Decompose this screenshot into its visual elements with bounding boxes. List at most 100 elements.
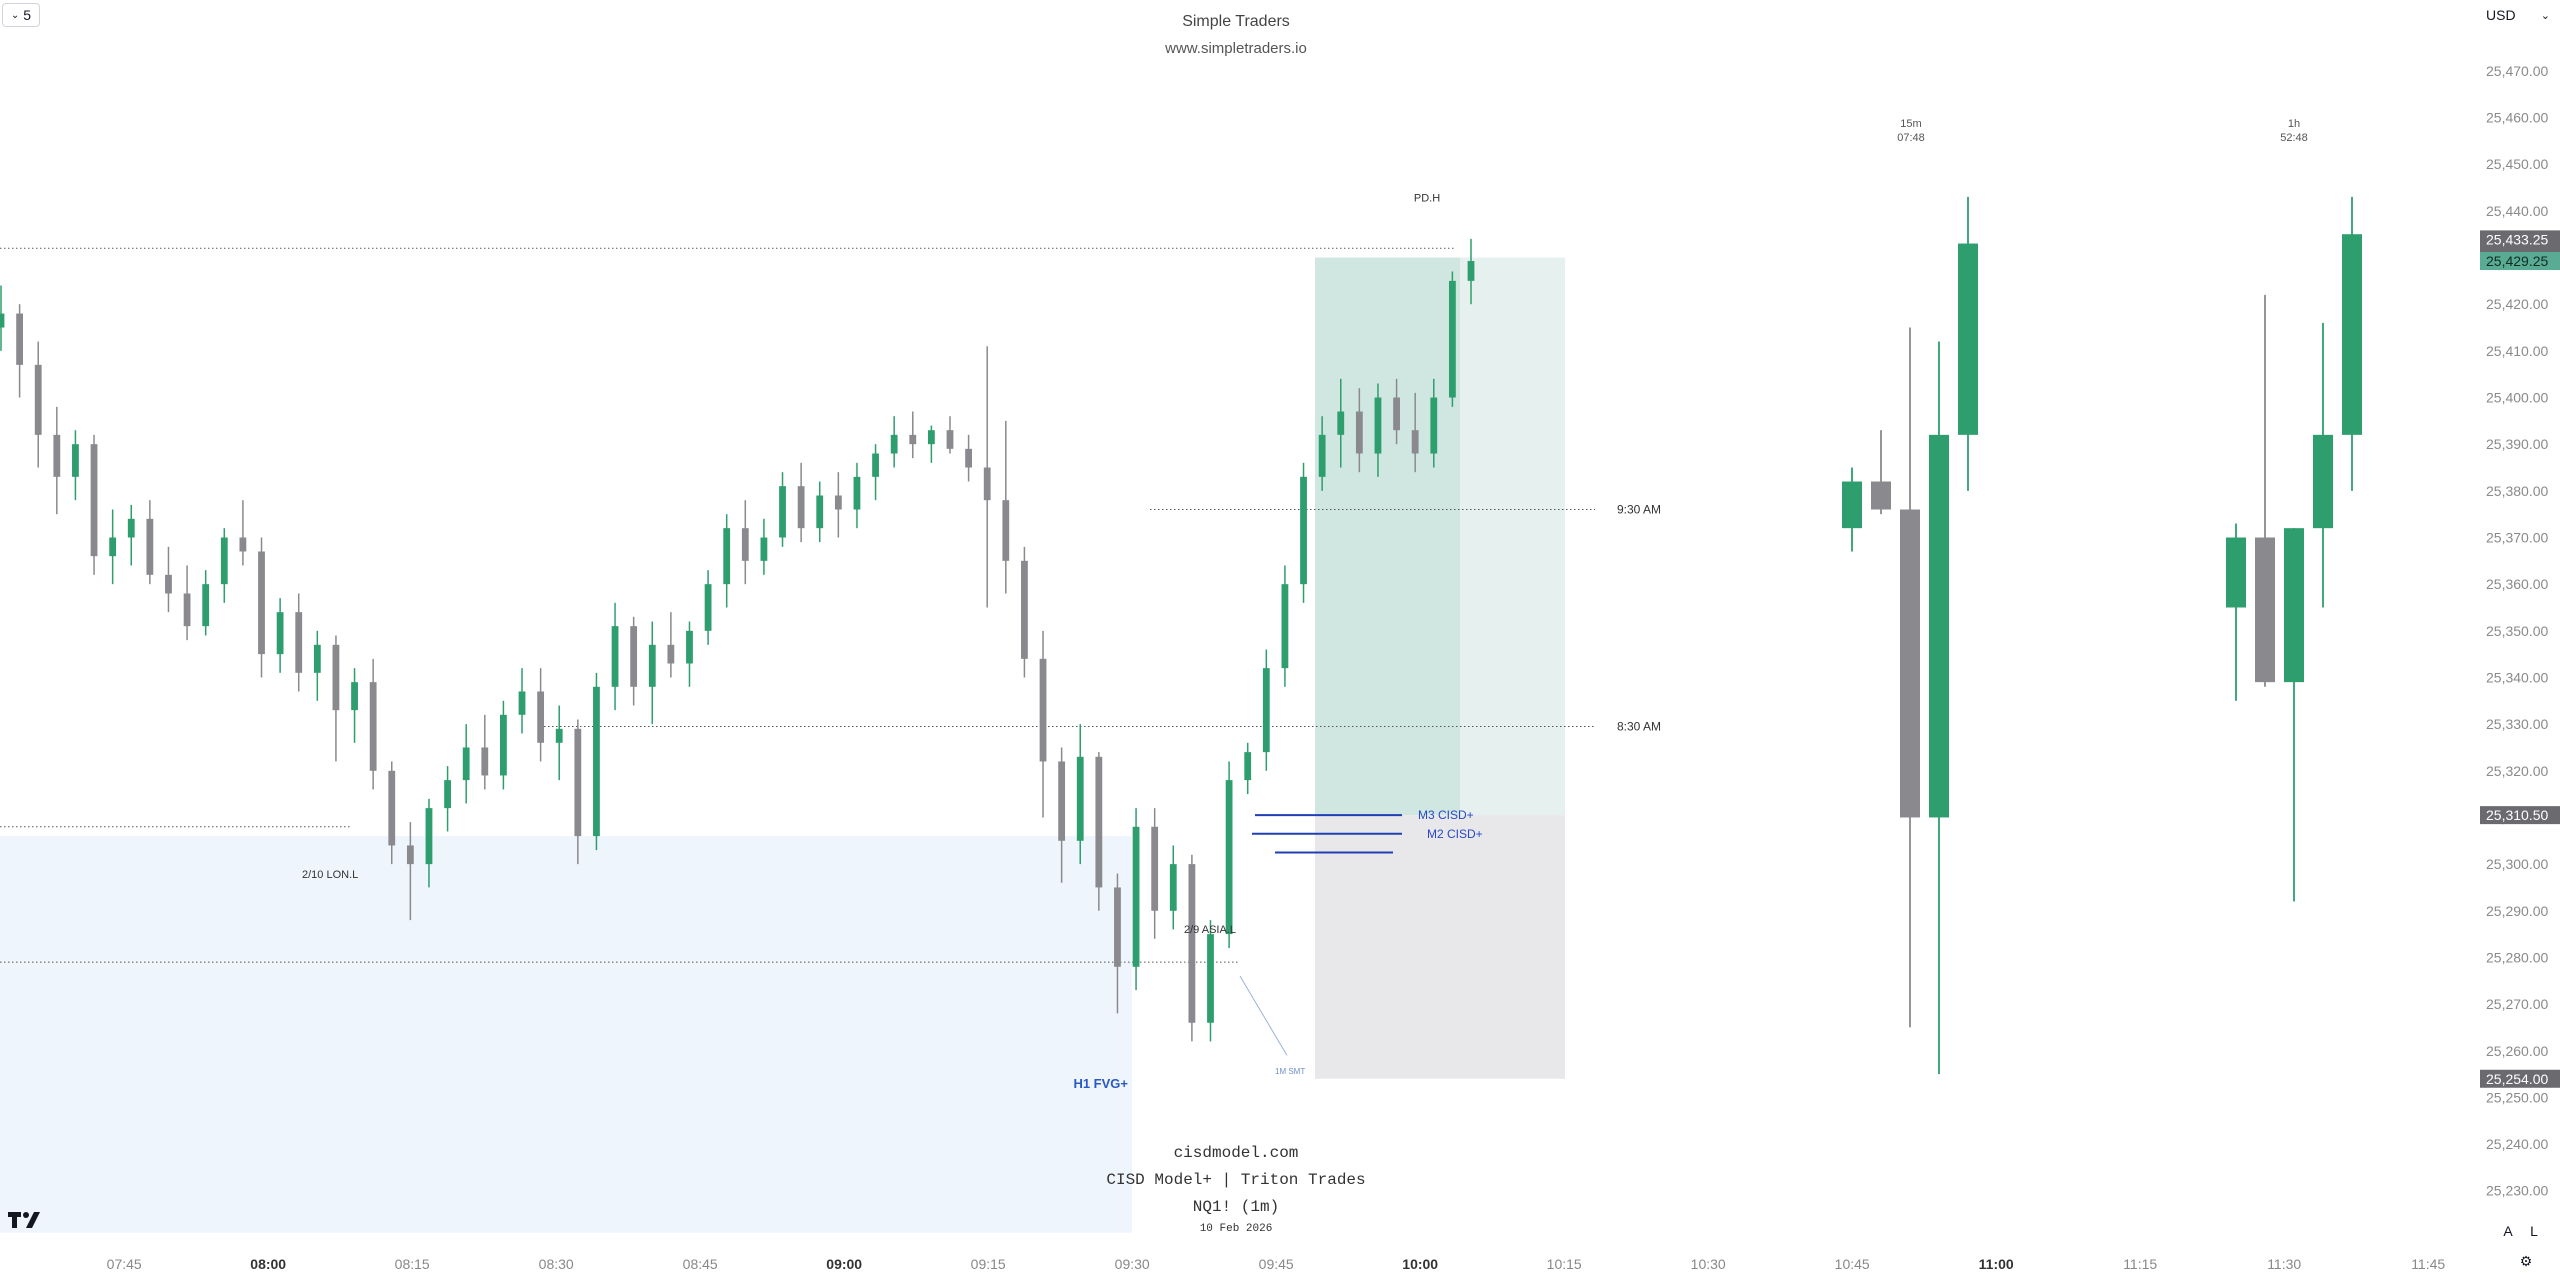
x-tick-label: 08:00 [250, 1256, 286, 1272]
candle [202, 584, 210, 627]
y-tick-label: 25,230.00 [2486, 1183, 2548, 1199]
chevron-down-icon: ⌄ [2540, 9, 2550, 22]
price-tag-value: 25,433.25 [2486, 231, 2548, 247]
x-tick-label: 09:15 [971, 1256, 1006, 1272]
htf-1h-candle [2313, 434, 2333, 529]
interval-button[interactable]: ⌄ 5 [2, 3, 40, 27]
htf-candles-layer [1842, 196, 2362, 1075]
candle [1058, 761, 1066, 841]
candle [72, 444, 79, 477]
y-tick-label: 25,330.00 [2486, 716, 2548, 732]
candle [500, 714, 507, 776]
candle [816, 495, 824, 529]
level-label-lon: 2/10 LON.L [302, 869, 358, 881]
htf-15m-candle [1958, 243, 1978, 435]
candle [648, 644, 656, 687]
candle [518, 691, 526, 715]
y-tick-label: 25,280.00 [2486, 949, 2548, 965]
x-tick-label: 11:00 [1979, 1256, 2014, 1272]
y-tick-label: 25,240.00 [2486, 1136, 2548, 1152]
candle [406, 845, 414, 865]
htf-15m-countdown: 07:48 [1897, 132, 1925, 144]
candle [1095, 756, 1103, 888]
log-scale-button[interactable]: L [2522, 1220, 2546, 1242]
price-tag [2480, 252, 2560, 271]
y-tick-label: 25,410.00 [2486, 343, 2548, 359]
y-tick-label: 25,350.00 [2486, 623, 2548, 639]
candle [16, 313, 24, 365]
currency-label: USD [2486, 7, 2516, 23]
interval-label: 5 [23, 7, 32, 23]
candle [481, 747, 489, 776]
x-tick-label: 10:45 [1835, 1256, 1870, 1272]
x-tick-label: 11:45 [2411, 1256, 2445, 1272]
candle [53, 434, 61, 477]
level-label-asia: 2/9 ASIA.L [1184, 924, 1236, 936]
x-tick-label: 10:15 [1547, 1256, 1582, 1272]
htf-15m-candle [1900, 509, 1920, 818]
htf-15m-label: 15m [1900, 118, 1921, 130]
candle [276, 612, 284, 655]
candle [1411, 430, 1419, 454]
candle [369, 682, 377, 771]
y-tick-label: 25,270.00 [2486, 996, 2548, 1012]
candle [834, 495, 842, 510]
candle [555, 728, 563, 743]
candle [760, 537, 768, 561]
smt-line [1239, 975, 1288, 1056]
candle [593, 686, 600, 837]
candle [909, 434, 917, 445]
currency-select[interactable]: USD ⌄ [2482, 2, 2556, 28]
price-tag-value: 25,429.25 [2486, 253, 2548, 269]
watermark-indicator: CISD Model+ | Triton Trades [1106, 1171, 1365, 1189]
axes-layer: 07:45 08:00 08:15 08:30 08:45 09:00 09:15 09:30… [107, 63, 2560, 1272]
candle [630, 626, 638, 687]
y-tick-label: 25,260.00 [2486, 1043, 2548, 1059]
candle [332, 644, 340, 711]
candle [1262, 668, 1270, 753]
settings-button[interactable]: ⚙ [2514, 1250, 2538, 1272]
profit-zone-extension [1460, 257, 1565, 816]
htf-1h-candle [2284, 528, 2304, 683]
candle [258, 551, 265, 655]
y-tick-label: 25,380.00 [2486, 483, 2548, 499]
candle [704, 584, 712, 631]
candle [1337, 411, 1345, 435]
profit-zone [1315, 257, 1460, 816]
candle [1355, 411, 1363, 454]
smt-label: 1M SMT [1275, 1067, 1305, 1076]
candle [1039, 658, 1047, 762]
htf-15m-candle [1871, 481, 1891, 510]
candle [1393, 397, 1400, 431]
candle [351, 682, 358, 711]
candle [1002, 500, 1010, 561]
x-tick-label: 07:45 [107, 1256, 142, 1272]
risk-zone [1315, 815, 1565, 1079]
chevron-down-icon: ⌄ [10, 9, 20, 21]
y-tick-label: 25,460.00 [2486, 110, 2548, 126]
price-tag [2480, 806, 2560, 825]
candle [1188, 864, 1196, 1023]
candle [1467, 261, 1475, 281]
htf-15m-candle [1842, 481, 1862, 529]
candle [723, 528, 731, 585]
candle [165, 574, 172, 594]
y-tick-label: 25,420.00 [2486, 296, 2548, 312]
levels-layer [0, 247, 1595, 1056]
x-tick-label: 11:30 [2267, 1256, 2301, 1272]
cisd-label: M2 CISD+ [1427, 827, 1483, 841]
price-tag-value: 25,310.50 [2486, 807, 2548, 823]
candle [425, 808, 433, 865]
candle [667, 644, 675, 664]
htf-1h-countdown: 52:48 [2280, 132, 2308, 144]
candle [853, 476, 861, 510]
candle [239, 537, 247, 552]
candle [1448, 280, 1456, 398]
candle [220, 537, 228, 585]
y-tick-label: 25,360.00 [2486, 576, 2548, 592]
auto-scale-button[interactable]: A [2496, 1220, 2520, 1242]
labels-layer: Simple Traders www.simpletraders.io H1 FVG… [302, 13, 2308, 1235]
header-subtitle: www.simpletraders.io [1164, 40, 1307, 57]
candle [388, 770, 396, 846]
